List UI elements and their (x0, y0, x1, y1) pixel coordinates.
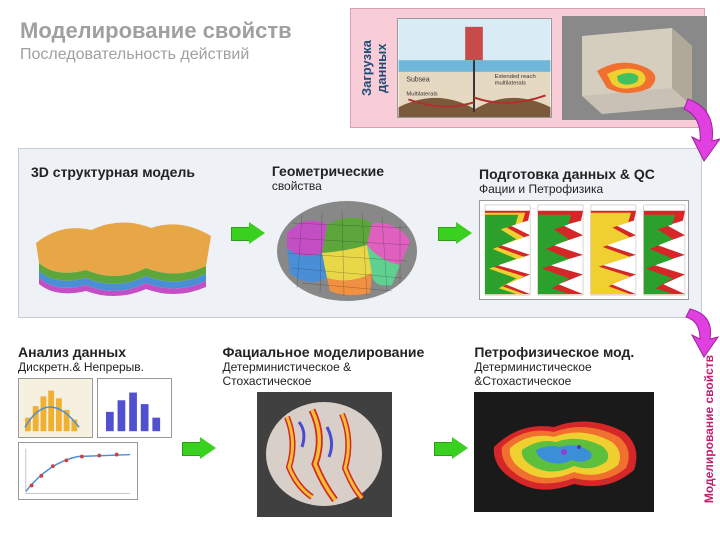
col-title: Геометрические (272, 163, 431, 179)
col-data-prep: Подготовка данных & QC Фации и Петрофизи… (479, 166, 689, 300)
col-facies-modeling: Фациальное моделирование Детерминистичес… (223, 344, 427, 517)
workflow-row-2: Анализ данных Дискретн.& Непрерыв. (18, 340, 678, 510)
col-title: 3D структурная модель (31, 164, 223, 180)
subsurface-schematic-thumb: Subsea Extended reach multilaterals Mult… (397, 18, 552, 118)
arrow-icon (434, 437, 466, 459)
loader-label: Загрузка данных (359, 15, 389, 121)
col-sub: Дискретн.& Непрерыв. (18, 360, 174, 374)
svg-text:Subsea: Subsea (406, 77, 429, 84)
col-title: Подготовка данных & QC (479, 166, 689, 182)
well-log-thumb (479, 200, 689, 300)
svg-text:multilaterals: multilaterals (495, 81, 526, 87)
loader-panel: Загрузка данных Subsea Extended reach mu… (350, 8, 705, 128)
geometric-properties-thumb (272, 193, 422, 303)
flow-arrow-1 (680, 95, 720, 165)
structural-model-thumb (31, 188, 221, 303)
arrow-icon (231, 222, 264, 244)
col-data-analysis: Анализ данных Дискретн.& Непрерыв. (18, 344, 174, 500)
arrow-icon (438, 222, 471, 244)
col-petrophysical: Петрофизическое мод. Детерминистическое … (474, 344, 678, 512)
svg-text:Extended reach: Extended reach (495, 74, 536, 80)
col-sub: Детерминистическое &Стохастическое (474, 360, 678, 388)
histogram-thumb (18, 378, 93, 438)
arrow-icon (182, 437, 214, 459)
col-sub: Фации и Петрофизика (479, 182, 689, 196)
variogram-thumb (18, 442, 138, 500)
loader-images: Subsea Extended reach multilaterals Mult… (397, 16, 707, 120)
title-block: Моделирование свойств Последовательность… (20, 18, 292, 64)
col-title: Фациальное моделирование (223, 344, 427, 360)
col-3d-structural: 3D структурная модель (31, 164, 223, 303)
petrophysical-model-thumb (474, 392, 654, 512)
col-geometric: Геометрические свойства (272, 163, 431, 303)
main-title: Моделирование свойств (20, 18, 292, 44)
col-title: Петрофизическое мод. (474, 344, 678, 360)
flow-arrow-2 (682, 305, 720, 360)
subtitle: Последовательность действий (20, 46, 292, 64)
col-sub: свойства (272, 179, 431, 193)
col-sub: Детерминистическое & Стохастическое (223, 360, 427, 388)
col-title: Анализ данных (18, 344, 174, 360)
svg-text:Multilaterals: Multilaterals (406, 91, 437, 97)
side-label: Моделирование свойств (702, 355, 716, 503)
workflow-row-1: 3D структурная модель Геометрические сво… (18, 148, 702, 318)
facies-model-thumb (257, 392, 392, 517)
barchart-thumb (97, 378, 172, 438)
